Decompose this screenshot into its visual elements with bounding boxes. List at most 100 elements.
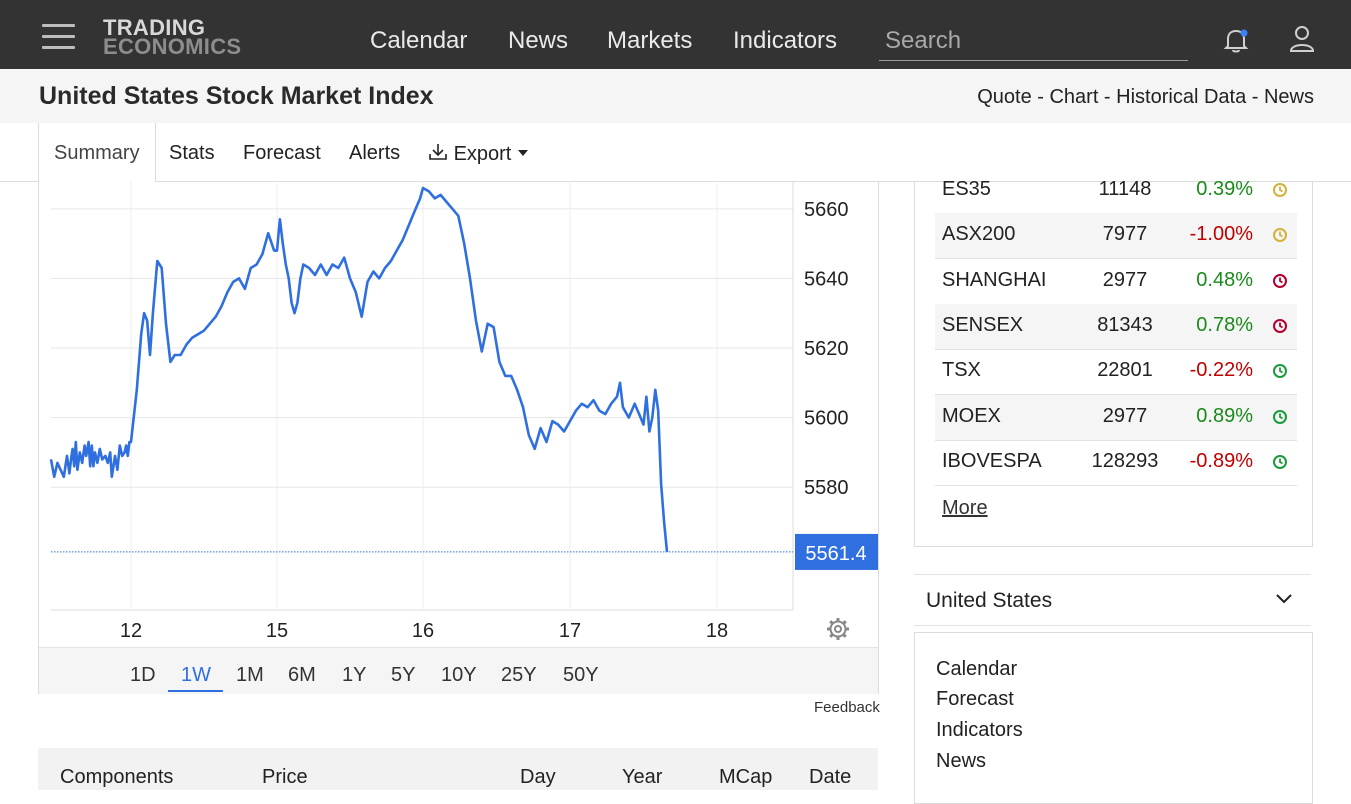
market-change: 0.39% — [1196, 178, 1253, 200]
components-table-header: Components Price Day Year MCap Date — [38, 748, 878, 790]
market-row[interactable]: ASX200 7977 -1.00% — [935, 213, 1297, 260]
breadcrumb-quote[interactable]: Quote — [977, 86, 1032, 108]
range-selector: 1D 1W 1M 6M 1Y 5Y 10Y 25Y 50Y — [39, 647, 878, 694]
price-chart[interactable]: 5580 5600 5620 5640 5660 12 15 16 17 18 5561.4 — [39, 181, 878, 647]
x-tick-label: 17 — [559, 620, 581, 642]
col-date[interactable]: Date — [809, 766, 852, 788]
user-account-icon[interactable] — [1288, 24, 1316, 54]
market-row[interactable]: IBOVESPA 128293 -0.89% — [935, 440, 1297, 486]
market-row[interactable]: SHANGHAI 2977 0.48% — [935, 259, 1297, 305]
chevron-down-icon — [1276, 594, 1292, 604]
range-1w[interactable]: 1W — [181, 664, 211, 686]
market-price: 81343 — [1097, 313, 1153, 336]
market-row[interactable]: ES35 11148 0.39% — [935, 168, 1297, 214]
price-series-line — [49, 186, 669, 553]
y-tick-label: 5620 — [804, 338, 849, 360]
market-row[interactable]: SENSEX 81343 0.78% — [935, 303, 1297, 350]
range-1y[interactable]: 1Y — [342, 664, 367, 686]
market-price: 2977 — [1102, 268, 1148, 291]
download-icon — [429, 144, 447, 160]
market-status-clock-icon — [1273, 228, 1287, 243]
caret-down-icon — [517, 150, 528, 156]
market-price: 11148 — [1098, 178, 1152, 200]
range-1d[interactable]: 1D — [130, 664, 156, 686]
range-1m[interactable]: 1M — [236, 664, 264, 686]
market-change: 0.78% — [1196, 313, 1253, 336]
nav-news[interactable]: News — [508, 27, 569, 54]
logo[interactable]: TRADING ECONOMICS — [103, 15, 242, 59]
x-tick-label: 15 — [266, 620, 288, 642]
page-header: United States Stock Market Index Quote -… — [0, 69, 1351, 123]
nav-calendar[interactable]: Calendar — [370, 27, 468, 54]
market-price: 2977 — [1102, 404, 1148, 427]
link-indicators[interactable]: Indicators — [936, 719, 1023, 741]
breadcrumb-separator: - — [1098, 86, 1117, 108]
market-name: ES35 — [942, 178, 991, 200]
notification-bell-icon[interactable] — [1222, 26, 1250, 54]
feedback-link[interactable]: Feedback — [814, 699, 880, 716]
market-row[interactable]: MOEX 2977 0.89% — [935, 394, 1297, 441]
market-change: 0.48% — [1196, 268, 1253, 291]
market-price: 128293 — [1091, 449, 1159, 472]
range-50y[interactable]: 50Y — [563, 664, 599, 686]
page-title: United States Stock Market Index — [39, 82, 434, 110]
market-change: 0.89% — [1196, 404, 1253, 427]
market-name: SHANGHAI — [942, 268, 1047, 291]
breadcrumb-chart[interactable]: Chart — [1049, 86, 1099, 108]
market-change: -1.00% — [1189, 223, 1253, 246]
range-25y[interactable]: 25Y — [501, 664, 537, 686]
export-label: Export — [453, 143, 512, 165]
nav-markets[interactable]: Markets — [607, 27, 693, 54]
breadcrumb-news[interactable]: News — [1263, 86, 1314, 108]
range-10y[interactable]: 10Y — [441, 664, 477, 686]
search-input[interactable] — [879, 22, 1188, 61]
market-name: IBOVESPA — [942, 449, 1042, 472]
tab-forecast[interactable]: Forecast — [243, 142, 321, 164]
market-status-clock-icon — [1273, 318, 1287, 333]
x-tick-label: 12 — [120, 620, 142, 642]
tabs-bar: Summary Stats Forecast Alerts Export — [0, 123, 1351, 182]
market-price: 7977 — [1102, 223, 1148, 246]
link-news[interactable]: News — [936, 750, 987, 772]
link-calendar[interactable]: Calendar — [936, 658, 1018, 680]
range-6m[interactable]: 6M — [288, 664, 316, 686]
tab-alerts[interactable]: Alerts — [349, 142, 401, 164]
tab-summary[interactable]: Summary — [38, 123, 156, 182]
y-tick-label: 5640 — [804, 268, 849, 290]
col-year[interactable]: Year — [622, 766, 663, 788]
col-price[interactable]: Price — [262, 766, 308, 788]
y-tick-label: 5580 — [804, 477, 849, 499]
active-range-indicator — [168, 690, 223, 692]
breadcrumb-separator: - — [1031, 86, 1050, 108]
more-link[interactable]: More — [942, 497, 988, 519]
chart-settings-gear-icon[interactable] — [827, 618, 849, 640]
country-label: United States — [926, 589, 1053, 612]
tab-stats[interactable]: Stats — [169, 142, 215, 164]
logo-line-1: TRADING — [103, 15, 206, 40]
x-tick-label: 16 — [412, 620, 434, 642]
price-chart-panel: 5580 5600 5620 5640 5660 12 15 16 17 18 5561.4 1D … — [38, 181, 879, 694]
col-components[interactable]: Components — [60, 766, 174, 788]
menu-icon[interactable] — [42, 24, 75, 50]
market-status-clock-icon — [1273, 454, 1287, 469]
market-status-clock-icon — [1273, 409, 1287, 424]
nav-indicators[interactable]: Indicators — [733, 27, 838, 54]
link-forecast[interactable]: Forecast — [936, 688, 1014, 710]
market-status-clock-icon — [1273, 273, 1287, 288]
market-name: ASX200 — [942, 223, 1016, 246]
col-mcap[interactable]: MCap — [719, 766, 773, 788]
logo-line-2: ECONOMICS — [103, 34, 242, 59]
market-name: MOEX — [942, 404, 1001, 427]
market-row[interactable]: TSX 22801 -0.22% — [935, 349, 1297, 396]
export-dropdown[interactable]: Export — [428, 142, 529, 166]
market-price: 22801 — [1097, 359, 1153, 382]
breadcrumb-historical-data[interactable]: Historical Data — [1116, 86, 1247, 108]
country-selector[interactable]: United States — [914, 574, 1311, 626]
col-day[interactable]: Day — [520, 766, 556, 788]
last-price-label: 5561.4 — [805, 543, 866, 565]
market-status-clock-icon — [1273, 183, 1287, 197]
breadcrumb-separator: - — [1246, 86, 1264, 108]
market-name: TSX — [942, 359, 981, 382]
range-5y[interactable]: 5Y — [391, 664, 416, 686]
market-status-clock-icon — [1273, 364, 1287, 379]
